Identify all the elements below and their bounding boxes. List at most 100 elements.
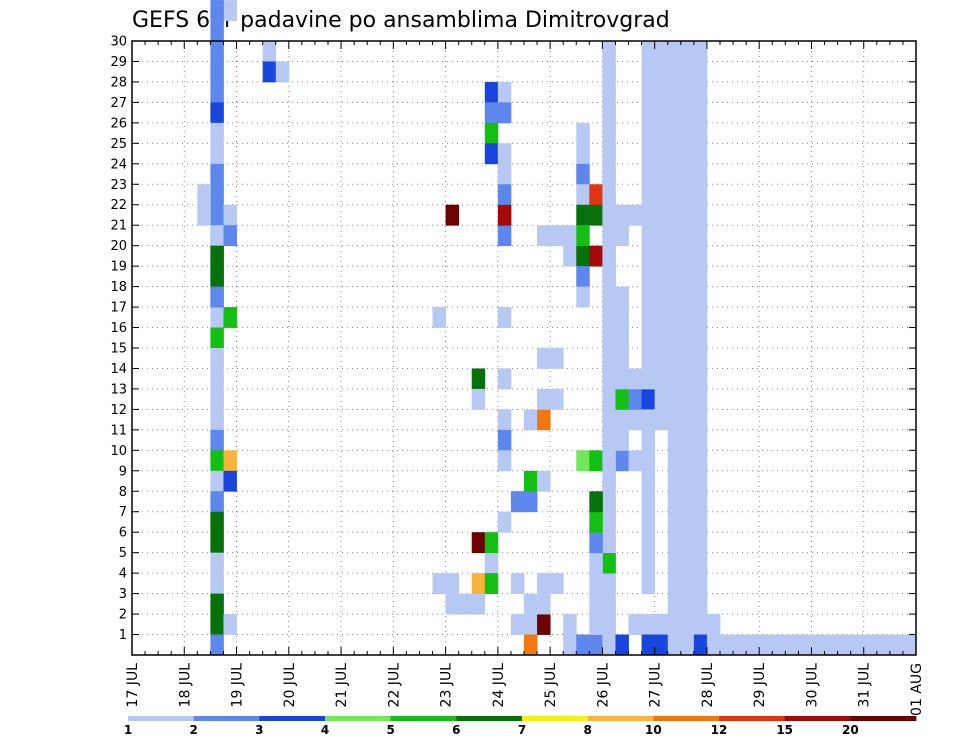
heatmap-cell [628, 204, 642, 226]
heatmap-cell [628, 368, 642, 390]
legend-label: 1 [124, 723, 132, 737]
heatmap-cell [602, 61, 616, 83]
heatmap-cell [471, 532, 486, 554]
heatmap-cell [693, 470, 708, 492]
legend-color-swatch [390, 716, 457, 721]
heatmap-cell [615, 450, 629, 472]
heatmap-cell [524, 593, 538, 615]
heatmap-cell [602, 470, 616, 492]
legend-color-swatch [587, 716, 654, 721]
heatmap-cell [680, 593, 695, 615]
heatmap-cell [746, 634, 760, 656]
heatmap-cell [210, 634, 224, 656]
heatmap-cell [484, 573, 499, 594]
heatmap-cell [667, 348, 682, 369]
heatmap-cell [589, 511, 603, 533]
heatmap-cell [641, 225, 656, 247]
heatmap-cell [641, 573, 656, 594]
y-tick-label: 20 [110, 239, 127, 254]
heatmap-cell [210, 184, 224, 206]
heatmap-cell [667, 593, 682, 615]
x-tick-label: 28 JUL [700, 663, 716, 708]
heatmap-cell [223, 225, 237, 247]
heatmap-cell [667, 143, 682, 165]
heatmap-cell [667, 61, 682, 83]
heatmap-cell [667, 102, 682, 124]
heatmap-cell [576, 163, 590, 185]
legend-color-swatch [456, 716, 523, 721]
heatmap-cell [576, 286, 590, 308]
y-tick-label: 27 [110, 96, 127, 111]
legend-label: 5 [386, 723, 394, 737]
heatmap-cell [706, 634, 721, 656]
heatmap-cell [484, 532, 499, 554]
heatmap-cell [576, 143, 590, 165]
heatmap-cell [680, 327, 695, 349]
heatmap-cell [210, 20, 224, 42]
heatmap-cell [275, 61, 290, 83]
heatmap-cell [458, 593, 473, 615]
heatmap-cell [223, 614, 237, 635]
heatmap-cell [537, 348, 551, 369]
heatmap-cell [680, 634, 695, 656]
heatmap-cell [576, 184, 590, 206]
heatmap-cell [589, 491, 603, 513]
heatmap-cell [550, 225, 564, 247]
heatmap-cell [680, 286, 695, 308]
heatmap-cell [693, 81, 708, 103]
heatmap-cell [615, 368, 629, 390]
heatmap-cell [602, 429, 616, 451]
heatmap-cell [693, 266, 708, 287]
heatmap-cell [524, 491, 538, 513]
heatmap-cell [667, 491, 682, 513]
heatmap-cell [563, 225, 577, 247]
heatmap-cell [615, 409, 629, 431]
y-tick-label: 24 [110, 157, 127, 172]
heatmap-cell [589, 634, 603, 656]
heatmap-cell [693, 409, 708, 431]
heatmap-cell [667, 368, 682, 390]
heatmap-cell [680, 491, 695, 513]
heatmap-cell [693, 61, 708, 83]
y-tick-label: 22 [110, 198, 127, 213]
y-tick-label: 23 [110, 178, 127, 193]
heatmap-cell [210, 409, 224, 431]
heatmap-cell [902, 634, 917, 656]
x-tick-label: 27 JUL [648, 663, 664, 708]
heatmap-cell [641, 204, 656, 226]
heatmap-cell [615, 286, 629, 308]
heatmap-cell [223, 470, 237, 492]
heatmap-cell [654, 614, 669, 635]
heatmap-cell [693, 122, 708, 144]
heatmap-cell [550, 388, 564, 410]
heatmap-cell [602, 204, 616, 226]
heatmap-cell [223, 0, 237, 21]
heatmap-cell [262, 61, 277, 83]
heatmap-cell [641, 307, 656, 328]
x-tick-label: 21 JUL [334, 663, 350, 708]
legend-label: 15 [776, 723, 793, 737]
heatmap-cell [602, 327, 616, 349]
heatmap-cell [654, 184, 669, 206]
heatmap-cell [680, 614, 695, 635]
x-tick-label: 31 JUL [857, 663, 873, 708]
heatmap-cell [641, 409, 656, 431]
heatmap-cell [550, 348, 564, 369]
heatmap-cell [654, 409, 669, 431]
heatmap-cell [667, 266, 682, 287]
heatmap-cell [680, 245, 695, 267]
heatmap-cell [654, 61, 669, 83]
heatmap-cell [471, 368, 486, 390]
heatmap-cell [680, 368, 695, 390]
y-tick-label: 30 [110, 35, 127, 50]
heatmap-cell [210, 81, 224, 103]
heatmap-cell [445, 593, 460, 615]
heatmap-cell [667, 184, 682, 206]
heatmap-cell [693, 573, 708, 594]
heatmap-cell [641, 470, 656, 492]
heatmap-cell [706, 614, 721, 635]
heatmap-cell [602, 409, 616, 431]
legend-color-swatch [325, 716, 392, 721]
heatmap-cell [654, 368, 669, 390]
